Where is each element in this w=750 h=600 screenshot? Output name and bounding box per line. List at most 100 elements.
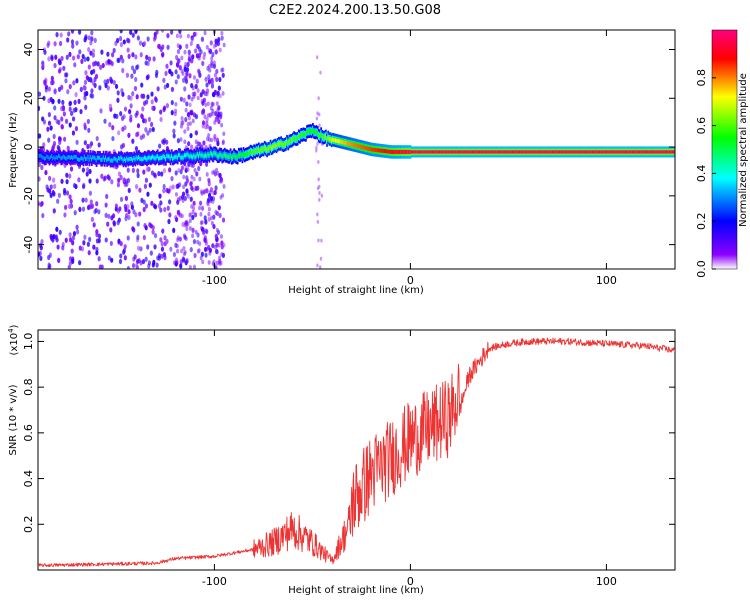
noise-cell — [185, 219, 189, 225]
ridge-cell — [482, 150, 485, 154]
noise-cell — [220, 68, 224, 73]
ridge-cell — [486, 150, 488, 154]
noise-cell — [183, 86, 187, 92]
ridge-cell — [88, 157, 91, 162]
noise-cell — [217, 242, 221, 248]
ridge-cell — [544, 150, 547, 154]
noise-cell — [95, 178, 99, 184]
ridge-cell — [176, 155, 179, 160]
noise-cell — [159, 200, 163, 206]
ridge-cell — [165, 156, 167, 161]
noise-cell — [317, 160, 320, 165]
ridge-cell — [214, 151, 217, 156]
ridge-cell — [269, 144, 272, 149]
ridge-cell — [113, 156, 116, 161]
ridge-cell — [329, 137, 332, 142]
noise-cell — [204, 102, 208, 108]
ridge-cell — [564, 150, 567, 154]
noise-cell — [200, 251, 204, 257]
ridge-cell — [557, 150, 560, 154]
ridge-cell — [306, 129, 308, 134]
ridge-cell — [523, 150, 526, 154]
noise-cell — [105, 193, 109, 200]
ridge-cell — [341, 140, 344, 145]
noise-cell — [187, 94, 191, 100]
ridge-cell — [173, 155, 176, 160]
noise-cell — [71, 55, 76, 61]
noise-cell — [189, 212, 193, 217]
noise-cell — [134, 76, 138, 83]
noise-cell — [60, 178, 64, 184]
noise-cell — [118, 206, 122, 212]
ridge-cell — [521, 150, 524, 154]
noise-cell — [47, 112, 51, 118]
noise-cell — [194, 130, 198, 135]
noise-cell — [198, 176, 202, 182]
ridge-cell — [186, 152, 188, 157]
noise-cell — [192, 176, 196, 182]
noise-cell — [100, 49, 104, 55]
noise-cell — [194, 83, 198, 90]
ridge-cell — [195, 154, 198, 159]
noise-cell — [208, 126, 212, 132]
ridge-cell — [576, 150, 579, 154]
ridge-cell — [657, 150, 660, 154]
ridge-cell — [175, 154, 178, 159]
noise-cell — [172, 133, 176, 139]
ridge-cell — [402, 149, 405, 154]
noise-cell — [47, 86, 51, 92]
noise-cell — [170, 110, 174, 116]
noise-cell — [140, 93, 144, 99]
ridge-cell — [99, 155, 101, 160]
ridge-cell — [367, 146, 370, 151]
ridge-cell — [665, 150, 668, 154]
noise-cell — [178, 65, 182, 71]
noise-cell — [136, 245, 141, 251]
noise-cell — [151, 225, 155, 231]
noise-cell — [180, 120, 184, 126]
noise-cell — [221, 139, 225, 144]
ridge-cell — [648, 150, 651, 154]
noise-cell — [213, 244, 217, 250]
ridge-cell — [636, 150, 639, 154]
noise-cell — [155, 30, 159, 35]
noise-cell — [176, 57, 180, 63]
noise-cell — [77, 177, 81, 183]
noise-cell — [193, 252, 197, 259]
ridge-cell — [160, 155, 163, 160]
noise-cell — [212, 259, 216, 264]
noise-cell — [136, 123, 141, 129]
noise-cell — [140, 82, 144, 88]
noise-cell — [199, 255, 203, 261]
noise-cell — [195, 78, 199, 84]
noise-cell — [82, 182, 86, 188]
ridge-cell — [531, 150, 534, 154]
noise-cell — [65, 172, 69, 178]
ridge-cell — [567, 150, 569, 154]
noise-cell — [186, 126, 190, 131]
y-tick-label: 1.0 — [22, 333, 35, 351]
noise-cell — [127, 209, 131, 215]
ridge-cell — [417, 150, 420, 154]
ridge-cell — [446, 150, 448, 154]
ridge-cell — [56, 155, 59, 160]
ridge-cell — [48, 156, 51, 161]
ridge-cell — [434, 150, 437, 154]
noise-cell — [176, 74, 180, 80]
ridge-cell — [169, 156, 172, 161]
noise-cell — [216, 140, 220, 147]
ridge-cell — [45, 156, 47, 161]
noise-cell — [83, 79, 88, 85]
noise-cell — [78, 260, 82, 266]
ridge-cell — [581, 150, 584, 154]
noise-cell — [51, 79, 55, 86]
ridge-cell — [460, 150, 462, 154]
noise-cell — [220, 35, 224, 41]
noise-cell — [196, 95, 200, 101]
snr-plot-area — [37, 329, 676, 571]
noise-cell — [117, 171, 122, 177]
noise-cell — [180, 55, 184, 61]
ridge-cell — [181, 155, 184, 160]
ridge-cell — [241, 154, 244, 159]
noise-cell — [77, 30, 82, 35]
